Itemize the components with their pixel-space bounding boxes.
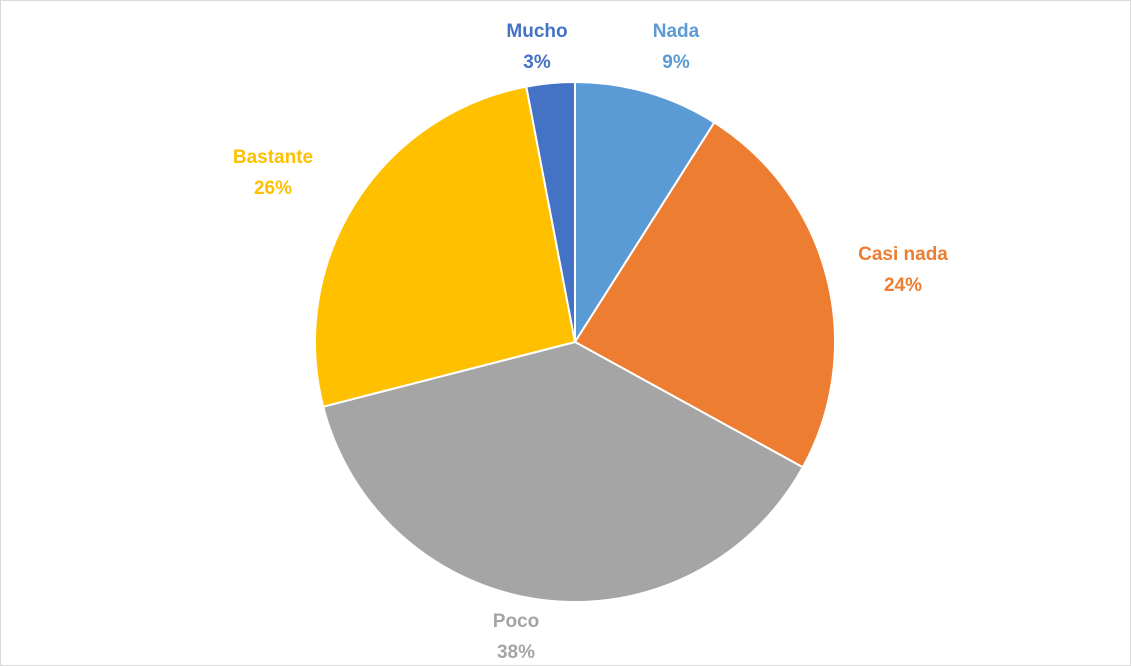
slice-label: Casi nada xyxy=(858,244,948,265)
slice-label: Nada xyxy=(653,21,700,42)
slice-percent-label: 24% xyxy=(884,275,922,296)
slice-label: Bastante xyxy=(233,147,313,168)
slice-percent-label: 3% xyxy=(523,52,551,73)
pie-slice-casi-nada xyxy=(573,121,837,469)
pie-slice-bastante xyxy=(314,85,577,408)
slice-label: Poco xyxy=(493,611,539,632)
slice-label: Mucho xyxy=(506,21,567,42)
slice-percent-label: 38% xyxy=(497,642,535,663)
pie-slice-mucho xyxy=(525,80,576,343)
pie-slices xyxy=(314,80,837,604)
data-labels: Nada 9% Casi nada 24% Poco 38% Bastante 26% Much… xyxy=(233,21,948,663)
pie-slice-nada xyxy=(574,80,716,346)
slice-percent-label: 26% xyxy=(254,178,292,199)
slice-percent-label: 9% xyxy=(662,52,690,73)
pie-slice-poco xyxy=(321,340,805,604)
